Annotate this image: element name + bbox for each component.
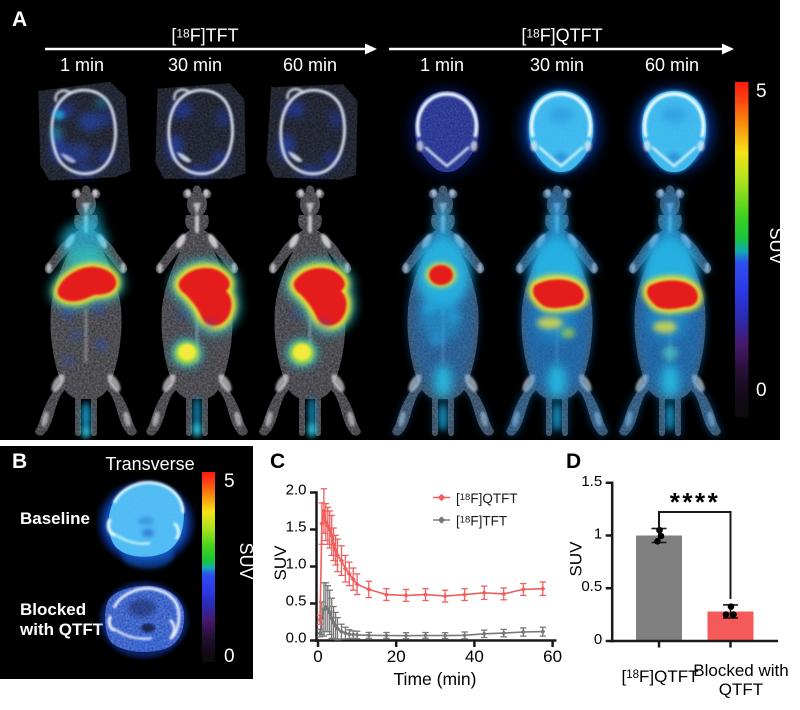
svg-text:0: 0: [313, 647, 322, 666]
svg-text:[18F]TFT: [18F]TFT: [171, 26, 238, 46]
svg-text:30 min: 30 min: [530, 55, 584, 75]
svg-text:SUV: SUV: [766, 227, 780, 264]
svg-text:5: 5: [224, 471, 235, 492]
svg-text:QTFT: QTFT: [719, 680, 763, 699]
svg-text:SUV: SUV: [567, 541, 586, 577]
svg-text:A: A: [12, 8, 27, 31]
svg-text:20: 20: [387, 647, 406, 666]
svg-text:1.5: 1.5: [581, 473, 602, 490]
svg-text:1: 1: [594, 526, 602, 543]
svg-text:60 min: 60 min: [283, 55, 337, 75]
svg-text:60: 60: [543, 647, 562, 666]
svg-text:5: 5: [756, 81, 767, 102]
svg-text:Baseline: Baseline: [20, 509, 90, 528]
svg-text:60 min: 60 min: [645, 55, 699, 75]
svg-text:1.5: 1.5: [286, 518, 307, 535]
svg-text:0: 0: [224, 646, 235, 667]
svg-text:Transverse: Transverse: [105, 454, 194, 474]
svg-text:Blocked: Blocked: [20, 600, 86, 619]
svg-text:0.0: 0.0: [286, 629, 307, 646]
svg-text:[18F]TFT: [18F]TFT: [456, 514, 507, 529]
svg-text:[18F]QTFT: [18F]QTFT: [621, 667, 698, 686]
svg-text:[18F]QTFT: [18F]QTFT: [456, 491, 518, 506]
svg-text:with QTFT: with QTFT: [19, 620, 104, 639]
svg-text:1 min: 1 min: [60, 55, 104, 75]
svg-text:Blocked with: Blocked with: [693, 661, 788, 680]
svg-text:1.0: 1.0: [286, 555, 307, 572]
svg-text:****: ****: [670, 487, 720, 517]
svg-text:Time (min): Time (min): [394, 669, 477, 689]
svg-text:2.0: 2.0: [286, 481, 307, 498]
svg-text:SUV: SUV: [271, 545, 290, 581]
svg-text:1 min: 1 min: [420, 55, 464, 75]
svg-text:0: 0: [756, 380, 767, 401]
svg-text:C: C: [270, 450, 285, 473]
svg-text:0.5: 0.5: [286, 592, 307, 609]
svg-text:0: 0: [594, 631, 602, 648]
svg-text:40: 40: [465, 647, 484, 666]
svg-text:30 min: 30 min: [168, 55, 222, 75]
svg-text:0.5: 0.5: [581, 578, 602, 595]
svg-text:[18F]QTFT: [18F]QTFT: [521, 26, 602, 46]
svg-text:B: B: [12, 450, 27, 473]
svg-text:SUV: SUV: [236, 542, 253, 579]
svg-text:D: D: [566, 450, 581, 473]
